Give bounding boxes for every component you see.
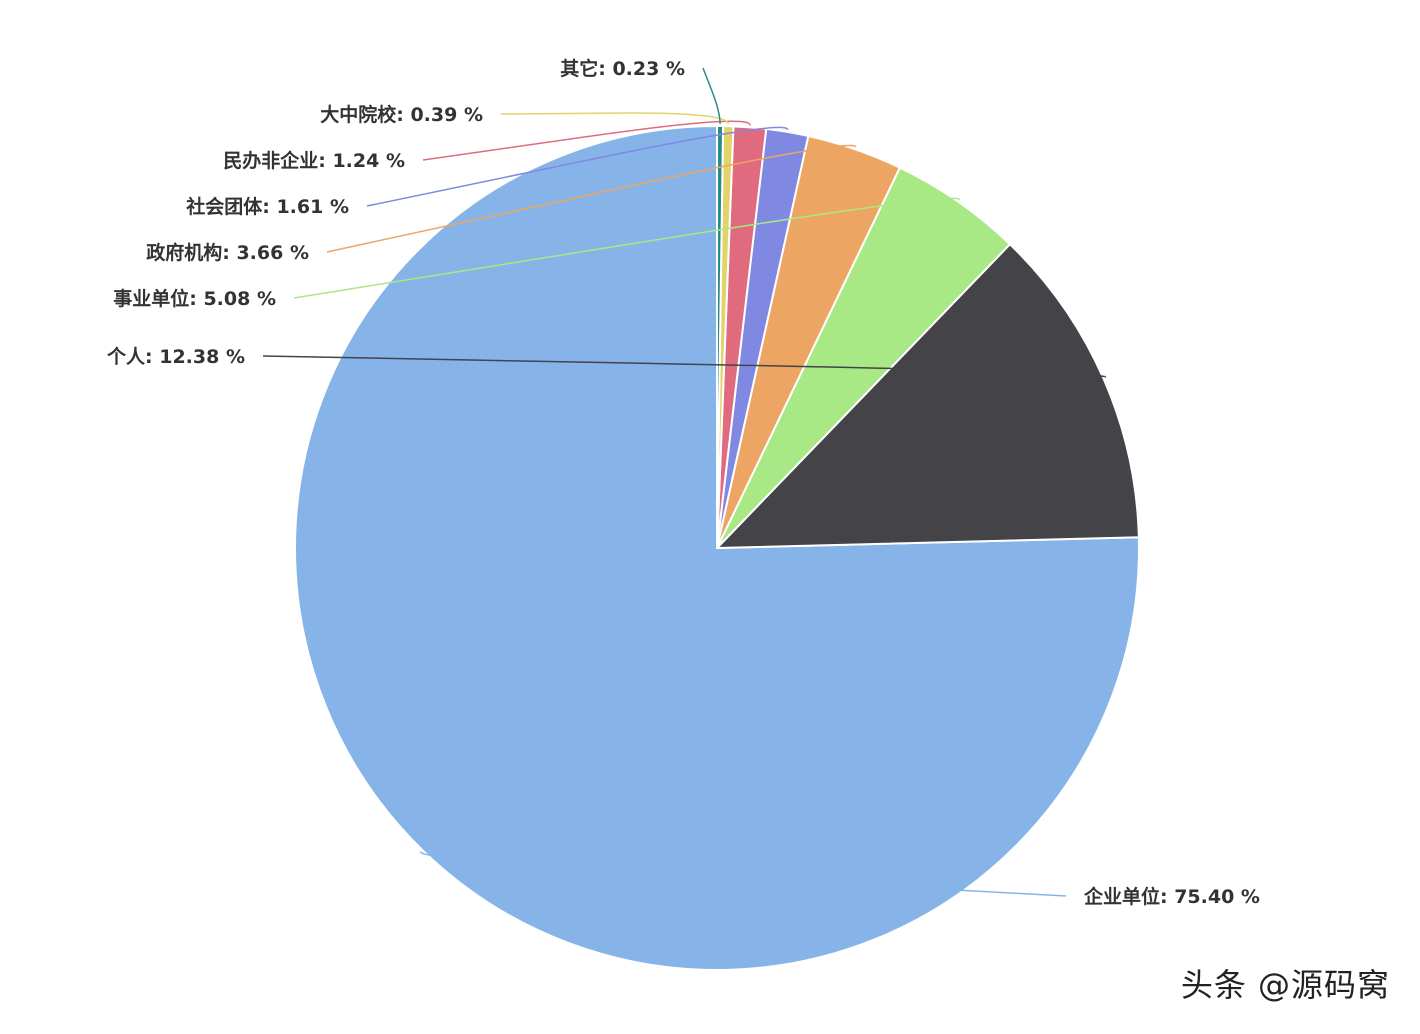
label-connectors (262, 67, 1106, 897)
connector-6 (500, 112, 730, 125)
watermark: 头条 @源码窝 (1180, 966, 1390, 1004)
slice-label-4: 社会团体: 1.61 % (185, 195, 349, 218)
slice-label-5: 民办非企业: 1.24 % (223, 149, 405, 172)
slice-label-0: 企业单位: 75.40 % (1083, 885, 1260, 908)
pie-slices (294, 124, 1140, 971)
slice-label-1: 个人: 12.38 % (106, 346, 245, 368)
slice-1[interactable] (716, 243, 1140, 549)
connector-7 (702, 67, 721, 125)
connector-2 (293, 197, 960, 299)
slice-labels: 企业单位: 75.40 % 个人: 12.38 % 事业单位: 5.08 % 政府机构… (106, 57, 1260, 908)
connector-3 (326, 144, 857, 253)
slice-label-7: 其它: 0.23 % (560, 57, 685, 80)
slice-label-6: 大中院校: 0.39 % (320, 103, 483, 126)
connector-5 (422, 120, 751, 161)
slice-label-2: 事业单位: 5.08 % (113, 287, 276, 310)
slice-label-3: 政府机构: 3.66 % (146, 241, 309, 264)
slice-7[interactable] (716, 124, 725, 549)
connector-1 (262, 355, 1106, 378)
connector-4 (366, 126, 789, 207)
connector-0 (420, 850, 1067, 897)
